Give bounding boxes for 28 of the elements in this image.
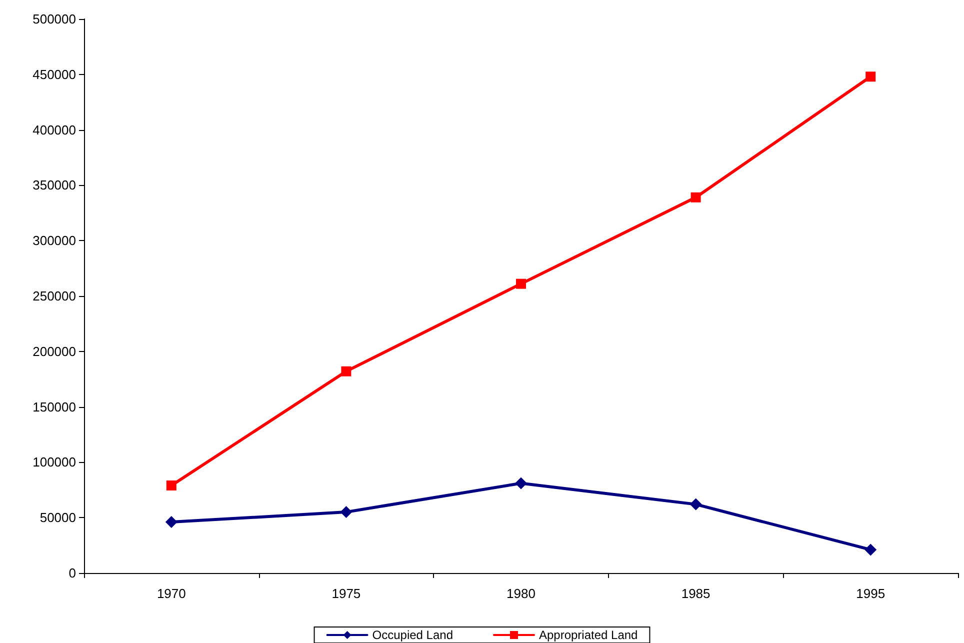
x-tick-label: 1975 bbox=[332, 586, 361, 601]
y-tick-label: 400000 bbox=[32, 122, 76, 138]
point bbox=[690, 498, 702, 510]
y-tick-label: 150000 bbox=[32, 399, 76, 414]
point bbox=[690, 192, 701, 202]
x-tick-label: 1980 bbox=[506, 586, 536, 601]
point bbox=[165, 516, 178, 528]
y-tick-label: 450000 bbox=[32, 66, 76, 82]
point bbox=[516, 278, 526, 289]
legend-label: Occupied Land bbox=[372, 628, 453, 642]
point bbox=[515, 477, 527, 490]
legend-label: Appropriated Land bbox=[538, 628, 638, 642]
point bbox=[866, 72, 876, 82]
x-tick-label: 1995 bbox=[856, 586, 886, 601]
y-tick-label: 250000 bbox=[32, 288, 76, 304]
point bbox=[864, 544, 877, 556]
y-tick-label: 300000 bbox=[32, 233, 76, 248]
point bbox=[341, 366, 352, 376]
y-tick-label: 0 bbox=[68, 566, 76, 580]
x-tick-label: 1970 bbox=[156, 586, 186, 601]
point bbox=[340, 506, 352, 518]
y-tick-label: 350000 bbox=[32, 178, 76, 193]
y-tick-label: 500000 bbox=[32, 12, 76, 26]
y-tick-label: 100000 bbox=[32, 454, 76, 470]
x-tick-label: 1985 bbox=[681, 586, 710, 601]
y-tick-label: 200000 bbox=[32, 344, 76, 359]
y-tick-label: 50000 bbox=[40, 510, 76, 526]
point bbox=[166, 480, 176, 490]
